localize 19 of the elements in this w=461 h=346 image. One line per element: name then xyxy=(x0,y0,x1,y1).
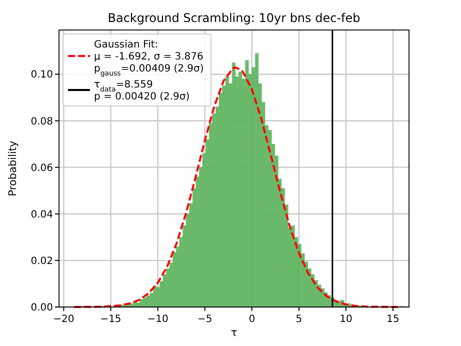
x-tick-label: −5 xyxy=(197,314,212,325)
x-axis-title: τ xyxy=(230,327,238,339)
x-tick-label: 10 xyxy=(340,314,352,325)
y-tick-label: 0.04 xyxy=(30,209,53,220)
x-tick-label: 0 xyxy=(248,314,256,325)
ref-line-label: τ$_{data}$=8.559 p = 0.00420 (2.9σ) xyxy=(94,80,190,102)
x-tick-label: 15 xyxy=(386,314,400,325)
y-tick-label: 0.10 xyxy=(30,70,53,81)
y-tick-label: 0.02 xyxy=(30,256,53,267)
y-axis-title: Probability xyxy=(7,140,19,196)
chart-title: Background Scrambling: 10yr bns dec-feb xyxy=(108,11,360,25)
x-tick-label: −20 xyxy=(53,314,74,325)
y-tick-label: 0.08 xyxy=(30,116,53,128)
legend-label: Gaussian Fit: μ = -1.692, σ = 3.876 p$_{gauss}$=0.00409 (2.9σ) xyxy=(94,40,204,78)
x-tick-label: 5 xyxy=(296,314,302,325)
x-tick-label: −10 xyxy=(147,314,168,325)
y-tick-label: 0.00 xyxy=(30,302,53,314)
x-tick-label: −15 xyxy=(100,314,122,325)
y-tick-label: 0.06 xyxy=(30,162,53,174)
